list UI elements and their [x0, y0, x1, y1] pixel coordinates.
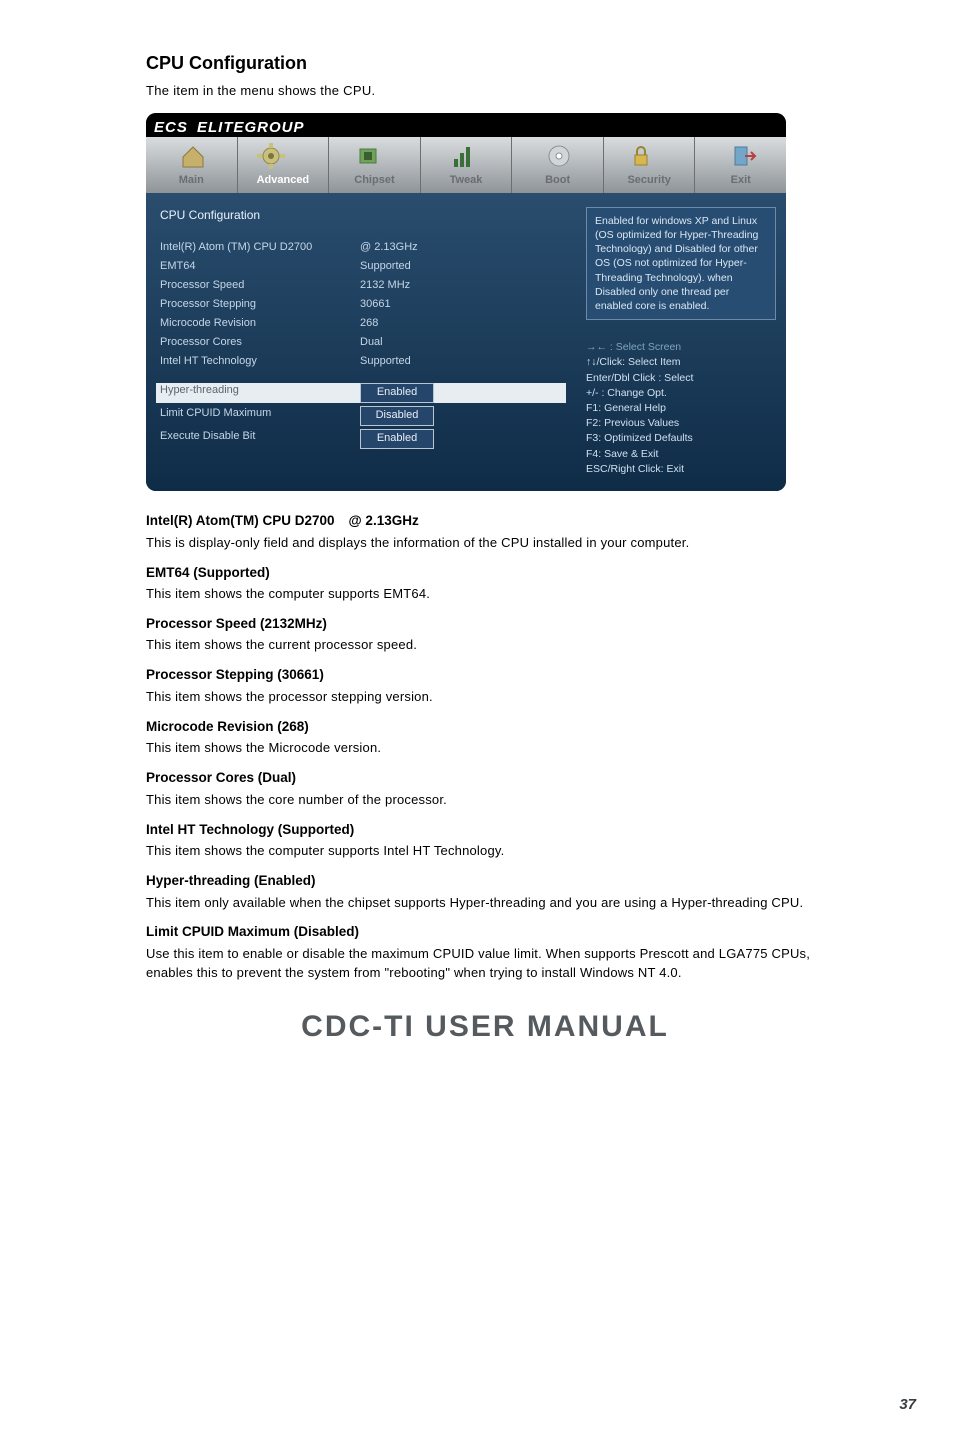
bios-tab-label: Security [627, 173, 670, 189]
bios-info-row: Processor Stepping30661 [160, 297, 566, 313]
bios-info-value: @ 2.13GHz [360, 240, 418, 256]
section-body: This item shows the computer supports EM… [146, 585, 824, 604]
doc-section: Limit CPUID Maximum (Disabled) Use this i… [146, 922, 824, 982]
bios-info-row: Processor CoresDual [160, 335, 566, 351]
section-body: This item shows the processor stepping v… [146, 688, 824, 707]
section-title: Limit CPUID Maximum (Disabled) [146, 922, 824, 942]
bios-tab-main[interactable]: Main [146, 137, 238, 193]
bios-tab-exit[interactable]: Exit [695, 137, 786, 193]
section-body: This item only available when the chipse… [146, 894, 824, 913]
bios-tab-chipset[interactable]: Chipset [329, 137, 421, 193]
bios-setting-label: Hyper-threading [160, 383, 360, 403]
doc-section: Intel(R) Atom(TM) CPU D2700@ 2.13GHz This… [146, 511, 824, 552]
bios-setting-row[interactable]: Hyper-threadingEnabled [156, 383, 566, 403]
bios-right-panel: Enabled for windows XP and Linux (OS opt… [576, 193, 786, 491]
bios-info-label: Microcode Revision [160, 316, 360, 332]
ecs-logo-icon: ECS [154, 117, 188, 139]
doc-section: Hyper-threading (Enabled) This item only … [146, 871, 824, 912]
bios-key-line: ESC/Right Click: Exit [586, 462, 776, 477]
bios-setting-value: Enabled [360, 429, 434, 449]
bios-info-value: Supported [360, 259, 411, 275]
bios-tab-label: Main [179, 173, 204, 189]
bios-setting-label: Execute Disable Bit [160, 429, 360, 449]
bios-key-line: F2: Previous Values [586, 416, 776, 431]
bios-key-line: ↑↓/Click: Select Item [586, 355, 776, 370]
bios-info-value: Supported [360, 354, 411, 370]
bios-info-row: Processor Speed2132 MHz [160, 278, 566, 294]
bios-left-panel: CPU Configuration Intel(R) Atom (TM) CPU… [146, 193, 576, 491]
bios-tabs: Main Advanced Chipset Tweak Boot Security Exit [146, 137, 786, 193]
bios-tab-label: Chipset [354, 173, 394, 189]
bios-info-label: Processor Cores [160, 335, 360, 351]
bios-brand-text: ELITEGROUP [197, 119, 305, 136]
bios-setting-row[interactable]: Limit CPUID MaximumDisabled [160, 406, 566, 426]
doc-section: EMT64 (Supported) This item shows the com… [146, 563, 824, 604]
bios-tab-label: Exit [731, 173, 751, 189]
bios-tab-boot[interactable]: Boot [512, 137, 604, 193]
bios-tab-advanced[interactable]: Advanced [238, 137, 330, 193]
doc-section: Processor Stepping (30661) This item show… [146, 665, 824, 706]
bios-info-value: 2132 MHz [360, 278, 410, 294]
bios-info-label: Processor Stepping [160, 297, 360, 313]
bios-info-value: 30661 [360, 297, 391, 313]
section-title: Hyper-threading (Enabled) [146, 871, 824, 891]
bios-tab-tweak[interactable]: Tweak [421, 137, 513, 193]
page-number: 37 [899, 1394, 916, 1416]
doc-section: Processor Speed (2132MHz) This item shows… [146, 614, 824, 655]
section-body: This item shows the Microcode version. [146, 739, 824, 758]
bios-brand-bar: ECS ELITEGROUP [146, 113, 786, 137]
bios-tab-label: Advanced [257, 173, 310, 189]
doc-section: Processor Cores (Dual) This item shows th… [146, 768, 824, 809]
bios-setting-row[interactable]: Execute Disable BitEnabled [160, 429, 566, 449]
bios-info-row: EMT64Supported [160, 259, 566, 275]
bios-info-value: Dual [360, 335, 383, 351]
page-heading: CPU Configuration [146, 50, 824, 76]
bios-info-label: Intel(R) Atom (TM) CPU D2700 [160, 240, 360, 256]
bios-info-row: Intel(R) Atom (TM) CPU D2700@ 2.13GHz [160, 240, 566, 256]
bios-setting-value: Enabled [360, 383, 434, 403]
intro-text: The item in the menu shows the CPU. [146, 82, 824, 101]
bios-setting-label: Limit CPUID Maximum [160, 406, 360, 426]
bios-help-text: Enabled for windows XP and Linux (OS opt… [586, 207, 776, 320]
doc-section: Microcode Revision (268) This item shows … [146, 717, 824, 758]
bios-tab-label: Tweak [450, 173, 483, 189]
bios-key-line: Enter/Dbl Click : Select [586, 371, 776, 386]
bios-info-label: Processor Speed [160, 278, 360, 294]
bios-info-value: 268 [360, 316, 378, 332]
section-body: This item shows the computer supports In… [146, 842, 824, 861]
bios-key-line: F4: Save & Exit [586, 447, 776, 462]
bios-tab-security[interactable]: Security [604, 137, 696, 193]
section-body: This item shows the core number of the p… [146, 791, 824, 810]
bios-key-line: F3: Optimized Defaults [586, 431, 776, 446]
section-body: This is display-only field and displays … [146, 534, 824, 553]
bios-section-title: CPU Configuration [160, 207, 566, 224]
bios-setting-value: Disabled [360, 406, 434, 426]
section-title: Processor Cores (Dual) [146, 768, 824, 788]
bios-key-help: →← : Select Screen↑↓/Click: Select ItemE… [586, 340, 776, 477]
section-title: Processor Stepping (30661) [146, 665, 824, 685]
doc-section: Intel HT Technology (Supported) This item… [146, 820, 824, 861]
manual-footer-title: CDC-TI USER MANUAL [146, 1005, 824, 1049]
bios-info-row: Microcode Revision268 [160, 316, 566, 332]
section-title: Intel HT Technology (Supported) [146, 820, 824, 840]
bios-key-line: F1: General Help [586, 401, 776, 416]
section-title: Intel(R) Atom(TM) CPU D2700@ 2.13GHz [146, 511, 824, 531]
bios-key-line: →← : Select Screen [586, 340, 776, 355]
bios-tab-label: Boot [545, 173, 570, 189]
bios-screenshot: ECS ELITEGROUP Main Advanced Chipset Tweak B… [146, 113, 786, 491]
section-title: EMT64 (Supported) [146, 563, 824, 583]
bios-key-line: +/- : Change Opt. [586, 386, 776, 401]
bios-info-label: EMT64 [160, 259, 360, 275]
section-body: Use this item to enable or disable the m… [146, 945, 824, 983]
section-title: Microcode Revision (268) [146, 717, 824, 737]
bios-info-row: Intel HT TechnologySupported [160, 354, 566, 370]
section-title: Processor Speed (2132MHz) [146, 614, 824, 634]
section-body: This item shows the current processor sp… [146, 636, 824, 655]
bios-info-label: Intel HT Technology [160, 354, 360, 370]
